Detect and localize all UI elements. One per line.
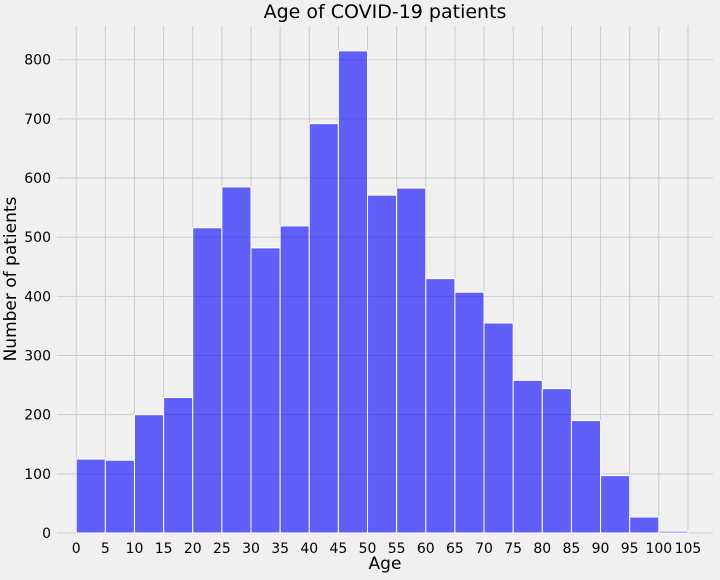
chart-title: Age of COVID-19 patients [264, 1, 507, 23]
histogram-bar [104, 459, 135, 534]
y-tick-label: 800 [24, 53, 51, 69]
histogram-bar [250, 247, 281, 534]
x-tick-label: 105 [675, 541, 702, 557]
histogram-bar [396, 187, 427, 534]
x-tick-label: 40 [300, 541, 318, 557]
y-tick-label: 0 [42, 526, 51, 542]
histogram-bar [600, 475, 631, 534]
x-tick-label: 20 [184, 541, 202, 557]
y-tick-label: 400 [24, 289, 51, 305]
x-tick-label: 50 [359, 541, 377, 557]
y-tick-label: 600 [24, 171, 51, 187]
histogram-bar [279, 225, 310, 534]
x-tick-label: 95 [621, 541, 639, 557]
x-tick-label: 45 [329, 541, 347, 557]
histogram-bar [221, 186, 252, 534]
x-tick-label: 5 [101, 541, 110, 557]
x-tick-label: 0 [72, 541, 81, 557]
tick-labels: 0 5 10 15 20 25 30 35 40 45 50 55 60 65 70 75 80 85 90 95 10… [24, 53, 701, 557]
histogram-bar [658, 530, 689, 534]
x-tick-label: 70 [475, 541, 493, 557]
y-tick-label: 300 [24, 349, 51, 365]
y-tick-label: 100 [24, 467, 51, 483]
histogram-bar [163, 397, 194, 534]
histogram-bar [133, 414, 165, 534]
bars [75, 50, 689, 534]
x-tick-label: 55 [388, 541, 406, 557]
histogram-bar [629, 516, 660, 534]
x-tick-label: 10 [126, 541, 144, 557]
histogram-bar [483, 322, 514, 534]
y-tick-label: 700 [24, 112, 51, 128]
y-tick-label: 500 [24, 230, 51, 246]
x-tick-label: 90 [592, 541, 610, 557]
histogram-bar [192, 227, 223, 534]
x-tick-label: 35 [271, 541, 289, 557]
x-axis-label: Age [369, 554, 402, 574]
histogram-bar [337, 50, 369, 534]
x-tick-label: 85 [563, 541, 581, 557]
histogram-bar [454, 291, 485, 534]
x-tick-label: 75 [504, 541, 522, 557]
histogram-bar [308, 123, 339, 534]
x-tick-label: 80 [533, 541, 551, 557]
histogram-bar [367, 194, 398, 534]
y-axis-label: Number of patients [1, 196, 21, 361]
x-tick-label: 15 [155, 541, 173, 557]
histogram-bar [570, 420, 602, 534]
x-tick-label: 100 [645, 541, 672, 557]
x-tick-label: 30 [242, 541, 260, 557]
x-tick-label: 25 [213, 541, 231, 557]
histogram-bar [512, 379, 543, 534]
histogram-bar [75, 458, 106, 534]
x-tick-label: 65 [446, 541, 464, 557]
histogram-bar [541, 388, 572, 534]
y-tick-label: 200 [24, 408, 51, 424]
histogram-bar [425, 278, 456, 534]
x-tick-label: 60 [417, 541, 435, 557]
